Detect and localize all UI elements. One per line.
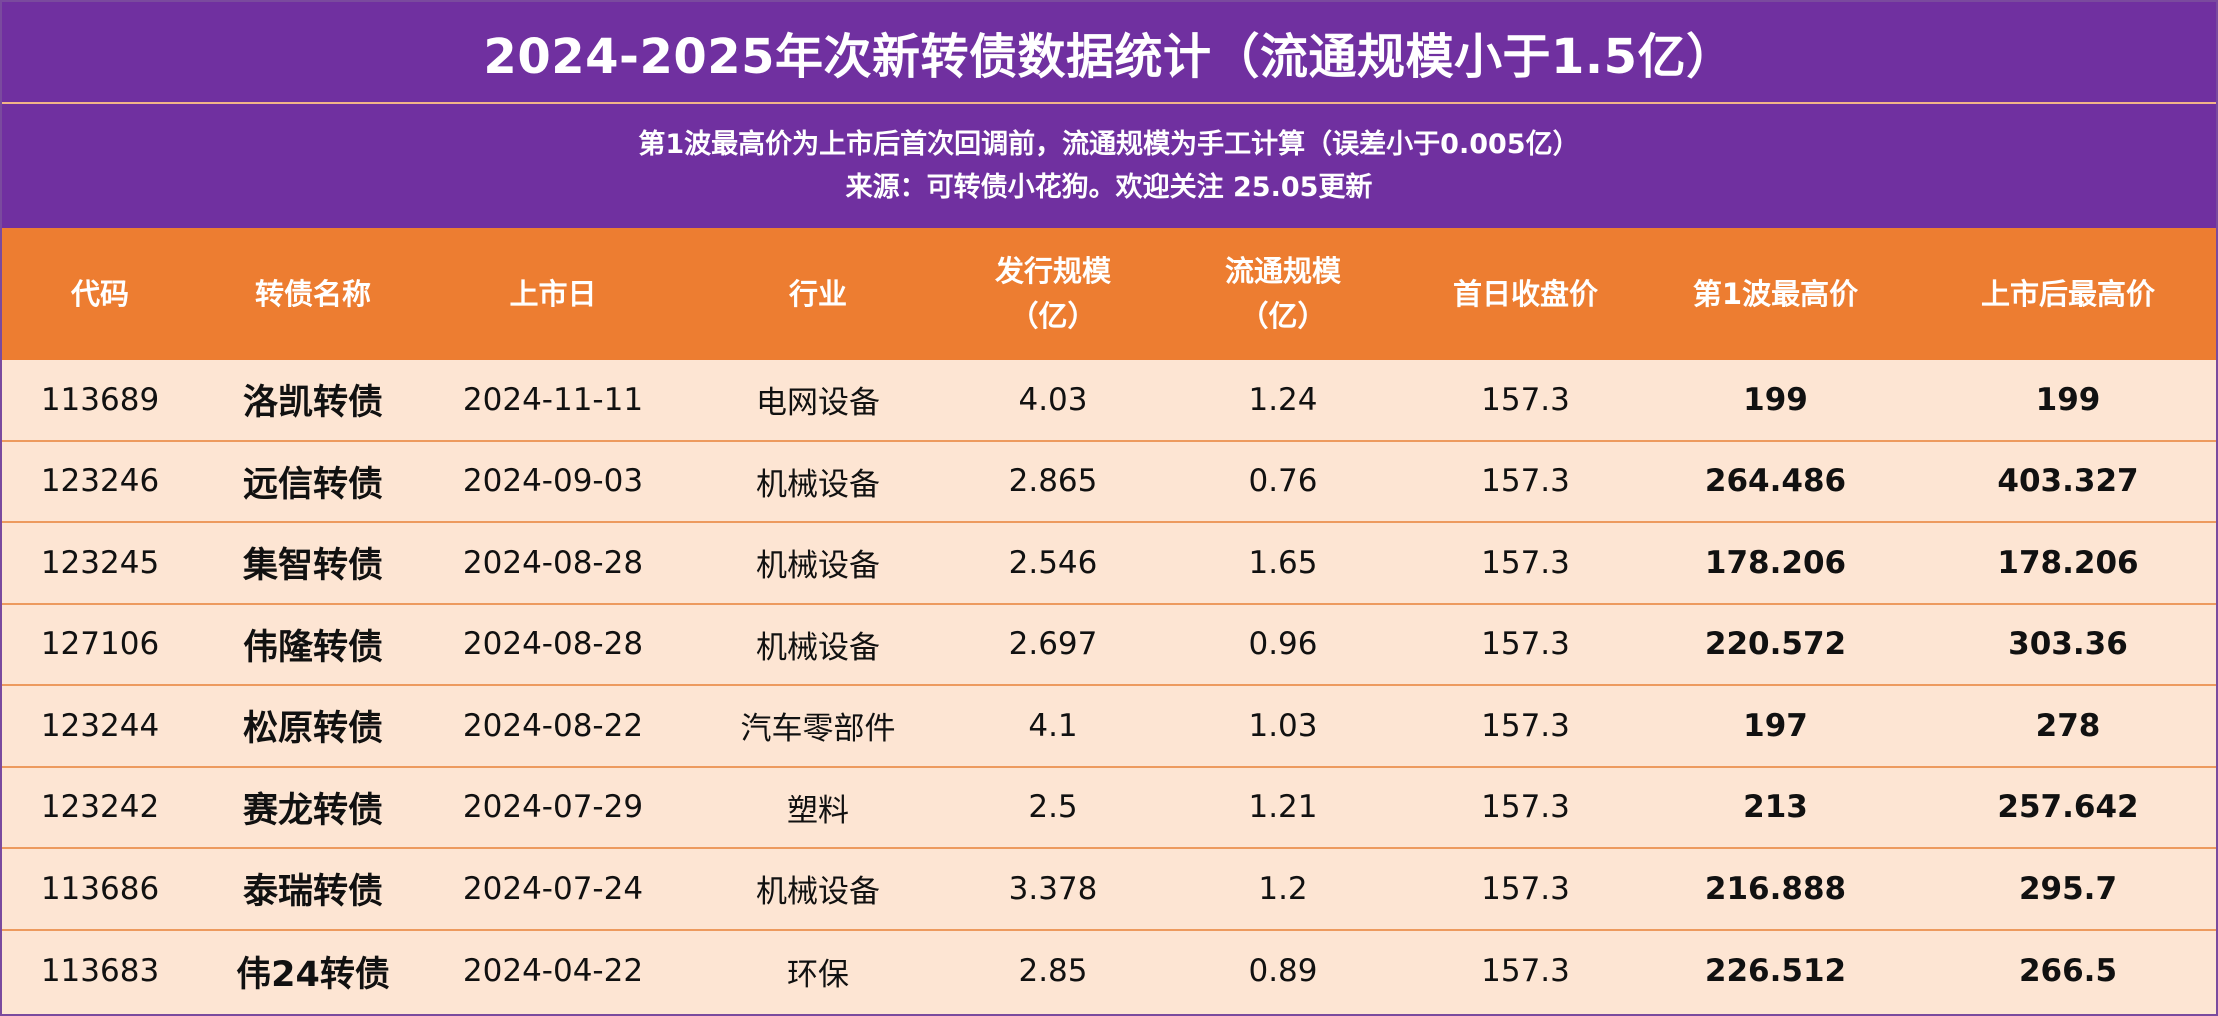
note-line-1: 第1波最高价为上市后首次回调前，流通规模为手工计算（误差小于0.005亿） bbox=[638, 129, 1580, 160]
cell-name: 松原转债 bbox=[242, 709, 383, 750]
cell-issue-size: 2.546 bbox=[1008, 544, 1098, 581]
cell-industry: 机械设备 bbox=[756, 548, 880, 585]
cell-wave1-high: 178.206 bbox=[1704, 544, 1847, 581]
cell-code: 113689 bbox=[40, 381, 160, 418]
cell-industry: 机械设备 bbox=[756, 629, 880, 666]
cell-wave1-high: 220.572 bbox=[1704, 626, 1847, 663]
cell-wave1-high: 199 bbox=[1743, 381, 1808, 418]
cell-issue-size: 2.865 bbox=[1008, 463, 1098, 500]
cell-code: 123246 bbox=[40, 463, 160, 500]
sheet-title: 2024-2025年次新转债数据统计（流通规模小于1.5亿） bbox=[483, 29, 1735, 85]
cell-float-size: 0.89 bbox=[1248, 953, 1318, 990]
cell-issue-size: 2.5 bbox=[1028, 789, 1078, 826]
cell-name: 伟24转债 bbox=[236, 954, 390, 995]
cell-issue-size: 4.03 bbox=[1018, 381, 1088, 418]
cell-list-date: 2024-08-28 bbox=[462, 544, 644, 581]
cell-industry: 环保 bbox=[787, 956, 849, 993]
table-row: 123244 松原转债 2024-08-22 汽车零部件 4.1 1.03 15… bbox=[2, 686, 2216, 768]
cell-list-date: 2024-11-11 bbox=[462, 381, 644, 418]
cell-issue-size: 4.1 bbox=[1028, 707, 1078, 744]
cell-float-size: 1.2 bbox=[1258, 870, 1308, 907]
cell-code: 123245 bbox=[40, 544, 160, 581]
cell-max-high: 278 bbox=[2035, 707, 2101, 744]
cell-industry: 电网设备 bbox=[756, 385, 880, 422]
cell-name: 赛龙转债 bbox=[242, 790, 383, 831]
cell-float-size: 0.76 bbox=[1248, 463, 1318, 500]
cell-max-high: 295.7 bbox=[2018, 870, 2118, 907]
table-row: 113689 洛凯转债 2024-11-11 电网设备 4.03 1.24 15… bbox=[2, 360, 2216, 442]
cell-name: 伟隆转债 bbox=[242, 627, 383, 668]
cell-first-close: 157.3 bbox=[1481, 463, 1570, 500]
cell-wave1-high: 216.888 bbox=[1704, 870, 1847, 907]
cell-float-size: 1.65 bbox=[1248, 544, 1318, 581]
cell-list-date: 2024-04-22 bbox=[462, 953, 644, 990]
cell-first-close: 157.3 bbox=[1481, 381, 1570, 418]
cell-first-close: 157.3 bbox=[1481, 953, 1570, 990]
cell-code: 113683 bbox=[40, 953, 160, 990]
cell-industry: 机械设备 bbox=[756, 874, 880, 911]
table-row: 123242 赛龙转债 2024-07-29 塑料 2.5 1.21 157.3… bbox=[2, 767, 2216, 849]
cell-wave1-high: 197 bbox=[1743, 707, 1808, 744]
cell-name: 洛凯转债 bbox=[242, 383, 383, 424]
column-header-name: 转债名称 bbox=[254, 276, 371, 311]
cell-name: 泰瑞转债 bbox=[242, 872, 383, 913]
title-bar: 2024-2025年次新转债数据统计（流通规模小于1.5亿） bbox=[2, 2, 2216, 104]
cell-code: 123244 bbox=[40, 707, 160, 744]
table-row: 127106 伟隆转债 2024-08-28 机械设备 2.697 0.96 1… bbox=[2, 604, 2216, 686]
table-header-row: 代码 转债名称 上市日 行业 发行规模 （亿） 流通规模 （亿） 首日收盘价 第… bbox=[2, 228, 2216, 360]
table-row: 123245 集智转债 2024-08-28 机械设备 2.546 1.65 1… bbox=[2, 523, 2216, 605]
cell-industry: 汽车零部件 bbox=[740, 711, 896, 748]
cell-list-date: 2024-07-24 bbox=[462, 870, 644, 907]
cell-wave1-high: 264.486 bbox=[1704, 463, 1847, 500]
cell-name: 集智转债 bbox=[242, 546, 383, 587]
column-header-code: 代码 bbox=[70, 276, 129, 311]
column-header-float-size: 流通规模 （亿） bbox=[1224, 254, 1341, 333]
column-header-max-high: 上市后最高价 bbox=[1980, 276, 2155, 311]
table-row: 113686 泰瑞转债 2024-07-24 机械设备 3.378 1.2 15… bbox=[2, 849, 2216, 931]
cell-industry: 塑料 bbox=[787, 792, 849, 829]
column-header-first-close: 首日收盘价 bbox=[1452, 276, 1598, 311]
column-header-list-date: 上市日 bbox=[509, 276, 597, 311]
cell-float-size: 1.24 bbox=[1248, 381, 1318, 418]
cell-list-date: 2024-08-22 bbox=[462, 707, 644, 744]
table-body: 113689 洛凯转债 2024-11-11 电网设备 4.03 1.24 15… bbox=[2, 360, 2216, 1012]
cell-float-size: 1.03 bbox=[1248, 707, 1318, 744]
column-header-issue-size: 发行规模 （亿） bbox=[994, 254, 1111, 333]
cell-name: 远信转债 bbox=[242, 464, 383, 505]
cell-first-close: 157.3 bbox=[1481, 707, 1570, 744]
cell-list-date: 2024-07-29 bbox=[462, 789, 644, 826]
cell-issue-size: 3.378 bbox=[1008, 870, 1098, 907]
cell-code: 123242 bbox=[40, 789, 160, 826]
cell-max-high: 303.36 bbox=[2008, 626, 2128, 663]
cell-max-high: 199 bbox=[2035, 381, 2101, 418]
table-row: 113683 伟24转债 2024-04-22 环保 2.85 0.89 157… bbox=[2, 930, 2216, 1012]
notes-panel: 第1波最高价为上市后首次回调前，流通规模为手工计算（误差小于0.005亿） 来源… bbox=[2, 104, 2216, 228]
cell-max-high: 266.5 bbox=[2018, 953, 2118, 990]
cell-wave1-high: 213 bbox=[1743, 789, 1808, 826]
table-row: 123246 远信转债 2024-09-03 机械设备 2.865 0.76 1… bbox=[2, 441, 2216, 523]
cell-code: 127106 bbox=[40, 626, 160, 663]
cell-first-close: 157.3 bbox=[1481, 626, 1570, 663]
cell-first-close: 157.3 bbox=[1481, 544, 1570, 581]
cell-first-close: 157.3 bbox=[1481, 870, 1570, 907]
cell-issue-size: 2.85 bbox=[1018, 953, 1088, 990]
cell-first-close: 157.3 bbox=[1481, 789, 1570, 826]
cell-float-size: 0.96 bbox=[1248, 626, 1318, 663]
cell-max-high: 257.642 bbox=[1997, 789, 2139, 826]
cell-code: 113686 bbox=[40, 870, 160, 907]
column-header-wave1-high: 第1波最高价 bbox=[1692, 276, 1859, 311]
cell-float-size: 1.21 bbox=[1248, 789, 1318, 826]
cell-issue-size: 2.697 bbox=[1008, 626, 1098, 663]
column-header-industry: 行业 bbox=[788, 276, 847, 311]
cell-industry: 机械设备 bbox=[756, 466, 880, 503]
note-line-2: 来源：可转债小花狗。欢迎关注 25.05更新 bbox=[845, 172, 1373, 203]
cell-max-high: 178.206 bbox=[1997, 544, 2139, 581]
cell-max-high: 403.327 bbox=[1997, 463, 2139, 500]
cell-list-date: 2024-09-03 bbox=[462, 463, 644, 500]
cell-wave1-high: 226.512 bbox=[1704, 953, 1847, 990]
cell-list-date: 2024-08-28 bbox=[462, 626, 644, 663]
